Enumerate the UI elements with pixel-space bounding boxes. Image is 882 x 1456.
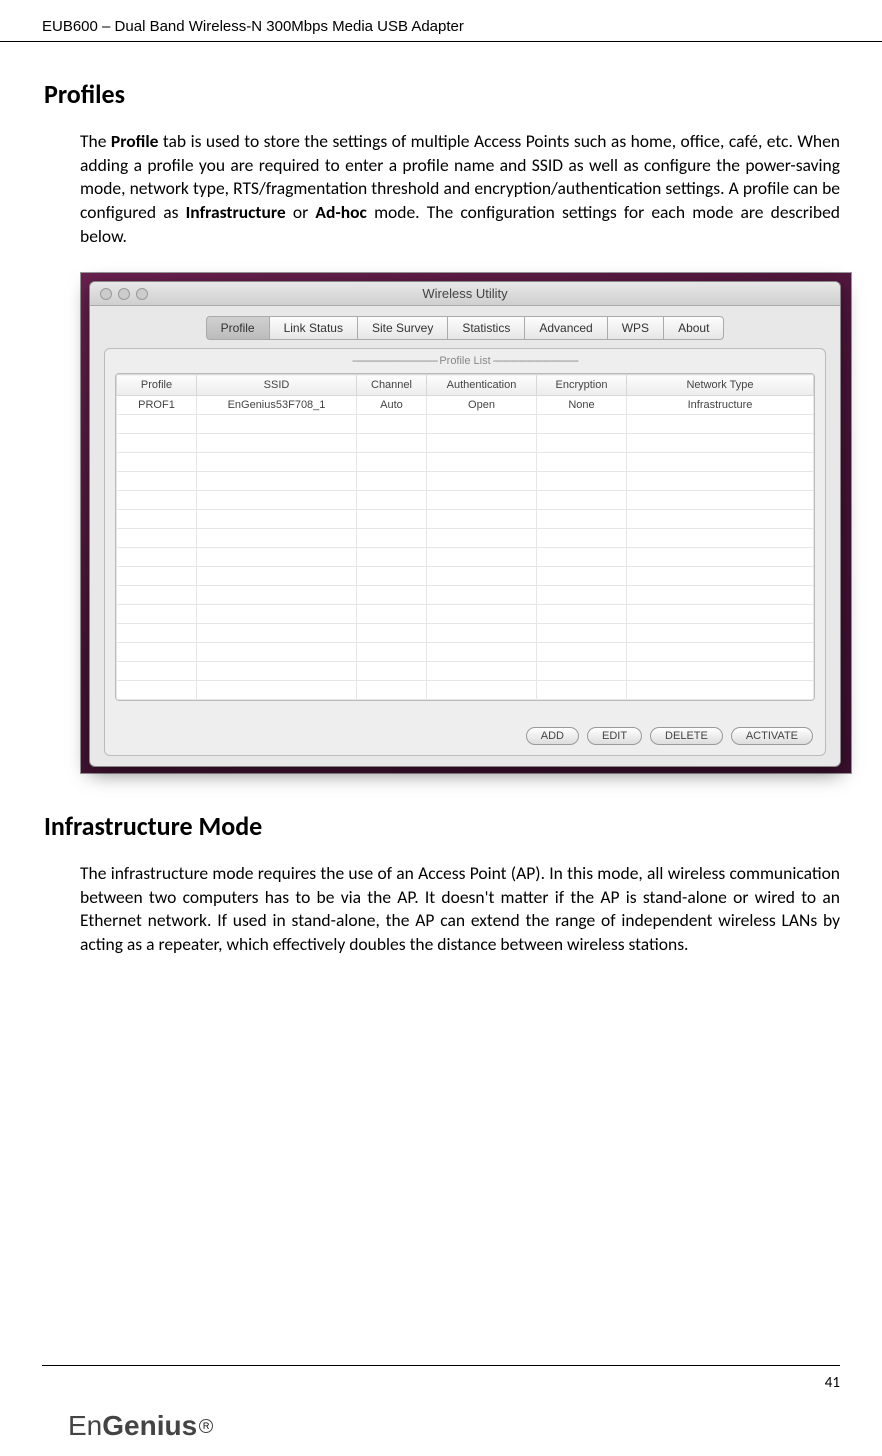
profile-grid: Profile SSID Channel Authentication Encr… xyxy=(115,373,815,701)
screenshot-wrapper: Wireless Utility Profile Link Status Sit… xyxy=(80,272,852,774)
col-ssid[interactable]: SSID xyxy=(197,375,357,396)
tab-link-status[interactable]: Link Status xyxy=(269,316,357,340)
col-ntype[interactable]: Network Type xyxy=(627,375,814,396)
tab-about[interactable]: About xyxy=(663,316,724,340)
table-row[interactable] xyxy=(117,548,814,567)
infra-paragraph: The infrastructure mode requires the use… xyxy=(80,862,840,957)
table-row[interactable] xyxy=(117,567,814,586)
col-enc[interactable]: Encryption xyxy=(537,375,627,396)
table-row[interactable] xyxy=(117,643,814,662)
profile-panel: Profile List Profile SSID Channel Authen… xyxy=(104,348,826,756)
table-row[interactable] xyxy=(117,453,814,472)
table-row[interactable]: PROF1 EnGenius53F708_1 Auto Open None In… xyxy=(117,396,814,415)
brand-logo: EnGeniusR xyxy=(68,1410,213,1442)
button-row: ADD EDIT DELETE ACTIVATE xyxy=(526,727,813,745)
registered-icon: R xyxy=(199,1419,213,1433)
col-channel[interactable]: Channel xyxy=(357,375,427,396)
activate-button[interactable]: ACTIVATE xyxy=(731,727,813,745)
tab-wps[interactable]: WPS xyxy=(607,316,663,340)
cell-enc: None xyxy=(537,396,627,415)
tab-statistics[interactable]: Statistics xyxy=(447,316,524,340)
footer-divider xyxy=(42,1365,840,1366)
cell-auth: Open xyxy=(427,396,537,415)
window-title: Wireless Utility xyxy=(90,286,840,301)
col-auth[interactable]: Authentication xyxy=(427,375,537,396)
app-window: Wireless Utility Profile Link Status Sit… xyxy=(89,281,841,767)
col-profile[interactable]: Profile xyxy=(117,375,197,396)
table-row[interactable] xyxy=(117,624,814,643)
cell-ntype: Infrastructure xyxy=(627,396,814,415)
tabs-row: Profile Link Status Site Survey Statisti… xyxy=(90,306,840,348)
section-title-infra: Infrastructure Mode xyxy=(44,810,840,842)
page-header: EUB600 – Dual Band Wireless-N 300Mbps Me… xyxy=(0,0,882,42)
table-row[interactable] xyxy=(117,586,814,605)
cell-profile: PROF1 xyxy=(117,396,197,415)
window-titlebar: Wireless Utility xyxy=(90,282,840,306)
edit-button[interactable]: EDIT xyxy=(587,727,642,745)
cell-ssid: EnGenius53F708_1 xyxy=(197,396,357,415)
profiles-paragraph: The Profile tab is used to store the set… xyxy=(80,130,840,248)
table-row[interactable] xyxy=(117,434,814,453)
table-row[interactable] xyxy=(117,472,814,491)
tab-site-survey[interactable]: Site Survey xyxy=(357,316,447,340)
panel-label: Profile List xyxy=(105,349,825,369)
tab-profile[interactable]: Profile xyxy=(206,316,269,340)
tab-advanced[interactable]: Advanced xyxy=(524,316,606,340)
section-title-profiles: Profiles xyxy=(44,78,840,110)
table-row[interactable] xyxy=(117,529,814,548)
table-row[interactable] xyxy=(117,510,814,529)
page-number: 41 xyxy=(825,1374,840,1392)
table-row[interactable] xyxy=(117,605,814,624)
table-row[interactable] xyxy=(117,681,814,700)
table-row[interactable] xyxy=(117,491,814,510)
delete-button[interactable]: DELETE xyxy=(650,727,723,745)
table-row[interactable] xyxy=(117,662,814,681)
add-button[interactable]: ADD xyxy=(526,727,579,745)
table-row[interactable] xyxy=(117,415,814,434)
cell-channel: Auto xyxy=(357,396,427,415)
